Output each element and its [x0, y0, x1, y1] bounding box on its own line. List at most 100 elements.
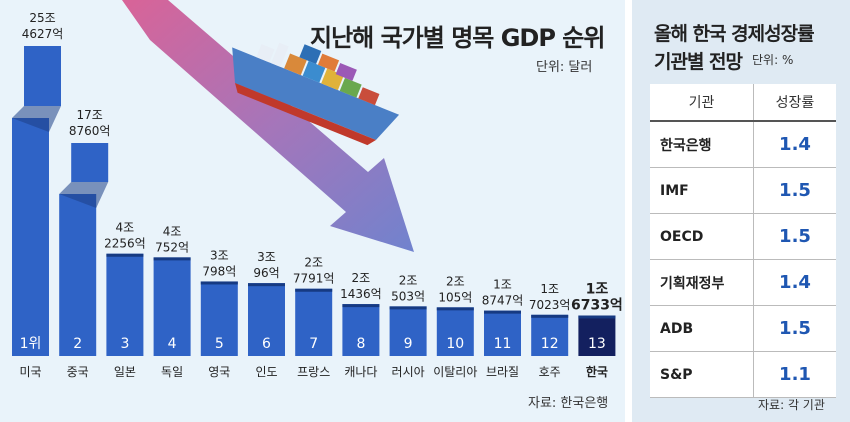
bar — [531, 314, 569, 356]
bar — [389, 306, 427, 356]
category-label: 일본 — [114, 365, 136, 379]
rank-label: 13 — [588, 336, 606, 352]
org-cell: IMF — [650, 167, 754, 214]
table-row: IMF 1.5 — [650, 167, 836, 214]
value-label: 1436억 — [340, 287, 382, 301]
value-label: 8760억 — [69, 124, 111, 138]
growth-title-line1: 올해 한국 경제성장률 — [654, 23, 815, 45]
value-label: 4조 — [163, 224, 182, 238]
category-label: 호주 — [539, 365, 561, 379]
org-cell: ADB — [650, 305, 754, 352]
category-label: 이탈리아 — [433, 365, 477, 379]
table-row: 기획재정부 1.4 — [650, 259, 836, 306]
category-label: 독일 — [161, 365, 183, 379]
value-label: 7023억 — [529, 298, 571, 312]
rate-cell: 1.4 — [753, 121, 836, 168]
rank-label: 1위 — [20, 336, 42, 352]
category-label: 중국 — [67, 365, 89, 379]
value-label: 105억 — [438, 290, 472, 304]
value-label: 2256억 — [104, 237, 146, 251]
rate-cell: 1.1 — [753, 351, 836, 398]
bar-top-edge — [248, 283, 285, 287]
rank-label: 2 — [73, 336, 82, 352]
bar-top-edge — [436, 307, 474, 311]
bar — [295, 288, 333, 356]
bar-top-edge — [295, 288, 333, 292]
chart-title: 지난해 국가별 명목 GDP 순위 — [310, 24, 605, 52]
growth-title: 올해 한국 경제성장률 기관별 전망 — [654, 20, 815, 76]
rank-label: 10 — [446, 336, 464, 352]
header-org: 기관 — [650, 84, 754, 122]
org-cell: 기획재정부 — [650, 259, 754, 306]
value-label: 4627억 — [22, 27, 64, 41]
bar-top-edge — [200, 281, 238, 285]
value-label: 1조 — [540, 282, 559, 296]
header-rate: 성장률 — [753, 84, 836, 122]
value-label: 2조 — [399, 273, 418, 287]
bar-top-edge — [342, 304, 380, 308]
bar — [153, 257, 191, 356]
rate-cell: 1.4 — [753, 259, 836, 306]
value-label: 2조 — [304, 256, 323, 270]
rank-label: 5 — [215, 336, 224, 352]
value-label: 2조 — [352, 271, 371, 285]
bar — [484, 310, 521, 356]
table-header-row: 기관 성장률 — [650, 84, 836, 122]
growth-table: 기관 성장률 한국은행 1.4 IMF 1.5 OECD 1.5 기획재정부 1… — [650, 84, 836, 398]
container-ship-graphic — [232, 42, 400, 146]
growth-unit: 단위: % — [752, 53, 794, 67]
bar-top-edge — [531, 314, 569, 318]
value-label: 6733억 — [571, 298, 623, 314]
rank-label: 3 — [120, 336, 129, 352]
falling-arrow-graphic — [122, 0, 414, 252]
bar-break-fold — [59, 182, 109, 208]
org-cell: 한국은행 — [650, 121, 754, 168]
value-label: 25조 — [29, 11, 55, 25]
chart-unit: 단위: 달러 — [536, 60, 593, 75]
table-row: OECD 1.5 — [650, 213, 836, 260]
category-label: 캐나다 — [344, 365, 377, 379]
table-row: S&P 1.1 — [650, 351, 836, 398]
rank-label: 11 — [494, 336, 512, 352]
rate-cell: 1.5 — [753, 167, 836, 214]
growth-source: 자료: 각 기관 — [758, 398, 825, 412]
value-label: 503억 — [391, 289, 425, 303]
bar-break-fragment — [71, 143, 109, 182]
rank-label: 6 — [262, 336, 271, 352]
value-label: 798억 — [202, 264, 236, 278]
value-label: 3조 — [210, 248, 229, 262]
table-row: ADB 1.5 — [650, 305, 836, 352]
rank-label: 12 — [541, 336, 559, 352]
bar-top-edge — [153, 257, 191, 261]
value-label: 96억 — [253, 266, 279, 280]
growth-title-line2: 기관별 전망 — [654, 51, 743, 73]
bar — [59, 194, 97, 356]
org-cell: S&P — [650, 351, 754, 398]
bar-top-edge — [389, 306, 427, 310]
category-label: 한국 — [586, 364, 608, 379]
bar-top-edge — [484, 310, 521, 314]
rank-label: 4 — [168, 336, 177, 352]
org-cell: OECD — [650, 213, 754, 260]
rate-cell: 1.5 — [753, 213, 836, 260]
category-label: 미국 — [19, 365, 41, 379]
bar — [248, 283, 285, 356]
bar-top-edge — [578, 315, 616, 319]
value-label: 17조 — [77, 108, 103, 122]
chart-source: 자료: 한국은행 — [528, 396, 609, 411]
value-label: 2조 — [446, 274, 465, 288]
value-label: 752억 — [155, 240, 189, 254]
value-label: 8747억 — [482, 294, 524, 308]
category-label: 영국 — [208, 365, 230, 379]
bar — [342, 304, 380, 356]
value-label: 7791억 — [293, 272, 335, 286]
rank-label: 9 — [404, 336, 413, 352]
bar-break-fold — [12, 106, 61, 132]
value-label: 4조 — [116, 221, 135, 235]
value-label: 3조 — [257, 250, 276, 264]
category-label: 프랑스 — [297, 365, 330, 379]
bar-break-fragment — [24, 46, 61, 106]
